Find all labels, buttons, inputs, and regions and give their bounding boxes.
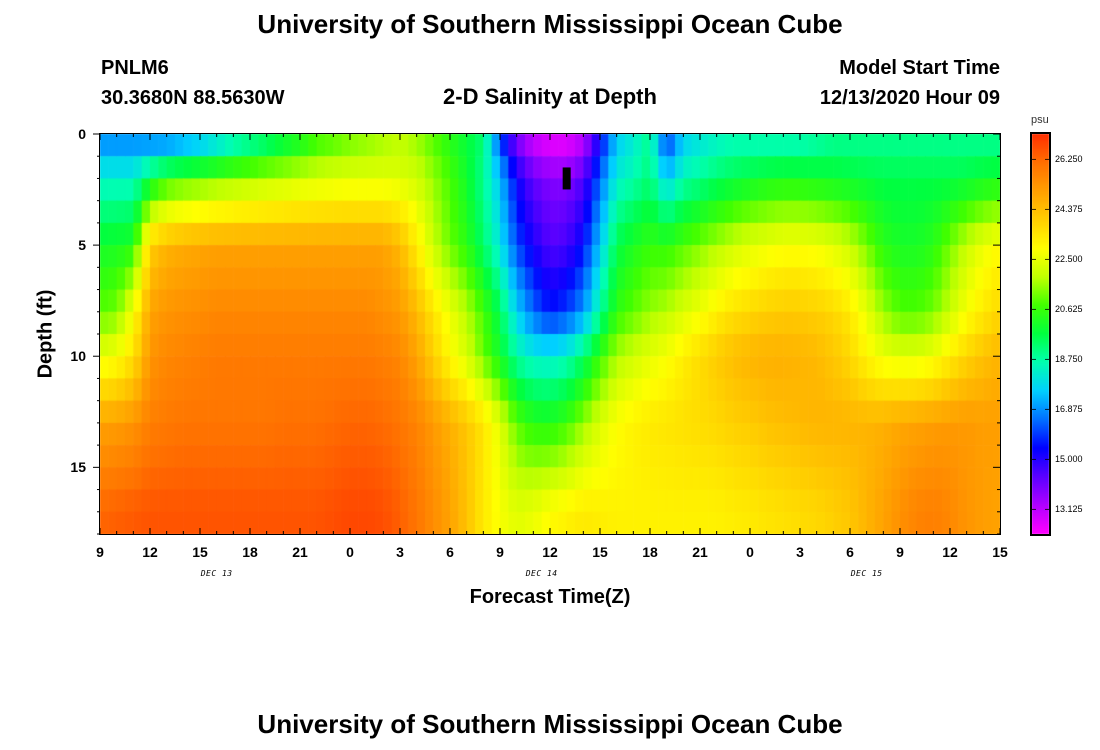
x-tick-label: 9 <box>96 544 104 560</box>
station-id: PNLM6 <box>101 57 169 79</box>
y-tick-label: 5 <box>78 237 86 254</box>
x-tick-label: 3 <box>396 544 404 560</box>
colorbar-tick-label: 22.500 <box>1055 254 1083 265</box>
colorbar-tick-label: 24.375 <box>1055 204 1083 215</box>
model-start-label: Model Start Time <box>839 57 1000 79</box>
x-tick-label: 3 <box>796 544 804 560</box>
y-tick-label: 0 <box>78 126 86 142</box>
plot-frame <box>99 133 1001 535</box>
colorbar-tick-label: 26.250 <box>1055 154 1083 165</box>
y-tick-label: 15 <box>70 459 86 476</box>
footer-title: University of Southern Mississippi Ocean… <box>257 709 843 739</box>
x-tick-label: 21 <box>292 544 308 560</box>
x-tick-label: 15 <box>192 544 208 560</box>
colorbar-tick-label: 18.750 <box>1055 354 1083 365</box>
x-tick-label: 12 <box>142 544 158 560</box>
black-marker <box>562 167 571 190</box>
page-title: University of Southern Mississippi Ocean… <box>257 9 843 39</box>
x-tick-label: 9 <box>896 544 904 560</box>
colorbar-tick-label: 16.875 <box>1055 404 1083 415</box>
colorbar-unit: psu <box>1031 114 1049 126</box>
x-date-label: DEC 15 <box>850 569 883 578</box>
x-tick-label: 0 <box>346 544 354 560</box>
plot-title: 2-D Salinity at Depth <box>443 84 657 109</box>
x-tick-label: 21 <box>692 544 708 560</box>
x-tick-label: 15 <box>592 544 608 560</box>
model-start-value: 12/13/2020 Hour 09 <box>819 87 1000 109</box>
colorbar-tick-label: 13.125 <box>1055 504 1083 515</box>
x-tick-label: 15 <box>992 544 1008 560</box>
colorbar-tick-label: 15.000 <box>1055 454 1083 465</box>
x-tick-label: 6 <box>846 544 854 560</box>
salinity-heatmap <box>99 133 1001 535</box>
colorbar-frame <box>1030 132 1051 536</box>
x-tick-label: 6 <box>446 544 454 560</box>
x-date-label: DEC 13 <box>200 569 233 578</box>
x-date-label: DEC 14 <box>525 569 558 578</box>
colorbar-gradient <box>1031 133 1050 535</box>
x-axis-label: Forecast Time(Z) <box>469 586 631 608</box>
x-tick-label: 18 <box>242 544 258 560</box>
y-axis-label: Depth (ft) <box>34 289 57 379</box>
x-tick-label: 12 <box>542 544 558 560</box>
x-tick-label: 9 <box>496 544 504 560</box>
x-tick-label: 12 <box>942 544 958 560</box>
x-tick-label: 0 <box>746 544 754 560</box>
y-tick-label: 10 <box>70 348 86 365</box>
station-location: 30.3680N 88.5630W <box>101 87 285 109</box>
x-tick-label: 18 <box>642 544 658 560</box>
colorbar-tick-label: 20.625 <box>1055 304 1083 315</box>
